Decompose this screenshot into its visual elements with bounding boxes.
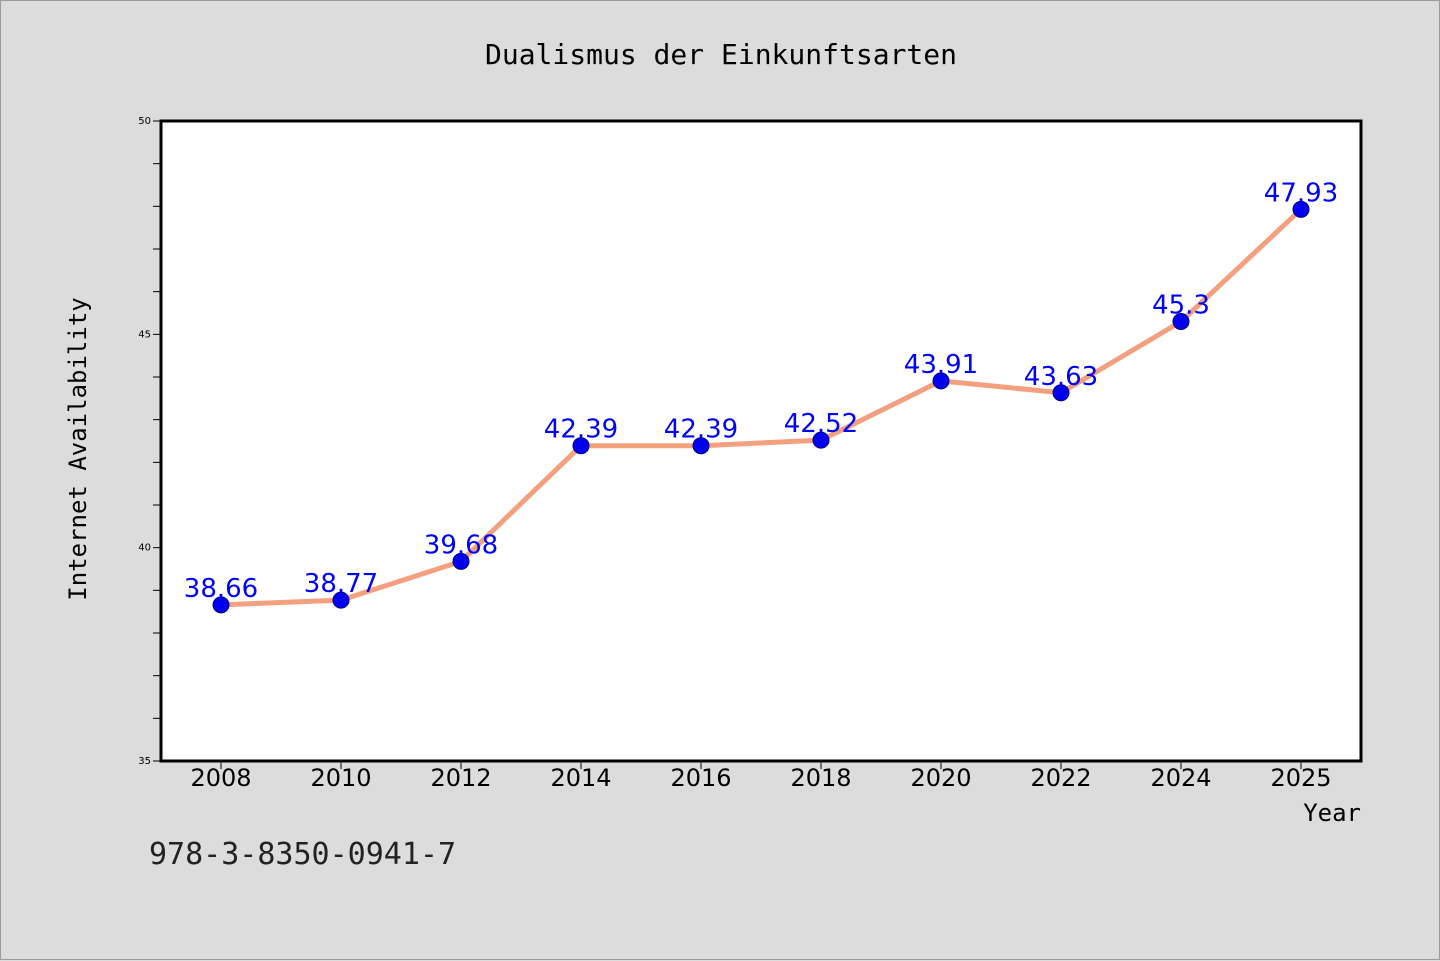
- data-labels: 38.66 38.77 39.68 42.39 42.39 42.52 43.91 43.63…: [184, 178, 1338, 604]
- data-point-marker: [812, 431, 830, 449]
- y-tick-label: 40: [138, 543, 151, 554]
- series-markers: [212, 200, 1310, 614]
- data-point-marker: [572, 437, 590, 455]
- x-tick-label: 2024: [1150, 764, 1211, 792]
- x-axis: 2008 2010 2012 2014 2016 2018 2020 2022 2024 2025: [190, 761, 1332, 792]
- x-tick-label: 2020: [910, 764, 971, 792]
- data-point-marker: [692, 437, 710, 455]
- data-label: 47.93: [1264, 178, 1338, 208]
- data-label: 38.77: [304, 569, 378, 599]
- data-label: 43.63: [1024, 362, 1098, 392]
- data-label: 38.66: [184, 574, 258, 604]
- y-axis: 35 40 45 50: [138, 116, 161, 767]
- chart-title: Dualismus der Einkunftsarten: [485, 38, 957, 71]
- data-point-marker: [452, 552, 470, 570]
- x-tick-label: 2025: [1270, 764, 1331, 792]
- data-label: 43.91: [904, 350, 978, 380]
- x-tick-label: 2022: [1030, 764, 1091, 792]
- y-tick-label: 50: [138, 116, 151, 127]
- x-tick-label: 2016: [670, 764, 731, 792]
- x-tick-label: 2014: [550, 764, 611, 792]
- data-point-marker: [1292, 200, 1310, 218]
- data-point-marker: [332, 591, 350, 609]
- x-tick-label: 2018: [790, 764, 851, 792]
- footer-code: 978-3-8350-0941-7: [149, 837, 456, 872]
- data-label: 45.3: [1152, 291, 1210, 321]
- x-tick-label: 2010: [310, 764, 371, 792]
- data-label: 39.68: [424, 530, 498, 560]
- data-label: 42.39: [544, 415, 618, 445]
- data-point-marker: [1052, 384, 1070, 402]
- data-point-marker: [1172, 313, 1190, 331]
- x-tick-label: 2008: [190, 764, 251, 792]
- x-axis-label: Year: [1303, 799, 1361, 827]
- data-label: 42.39: [664, 415, 738, 445]
- y-tick-label: 45: [138, 329, 151, 340]
- y-axis-label: Internet Availability: [64, 297, 92, 600]
- series-line: [218, 206, 1304, 608]
- data-point-marker: [212, 596, 230, 614]
- data-point-marker: [932, 372, 950, 390]
- data-label: 42.52: [784, 409, 858, 439]
- x-tick-label: 2012: [430, 764, 491, 792]
- y-tick-label: 35: [138, 756, 151, 767]
